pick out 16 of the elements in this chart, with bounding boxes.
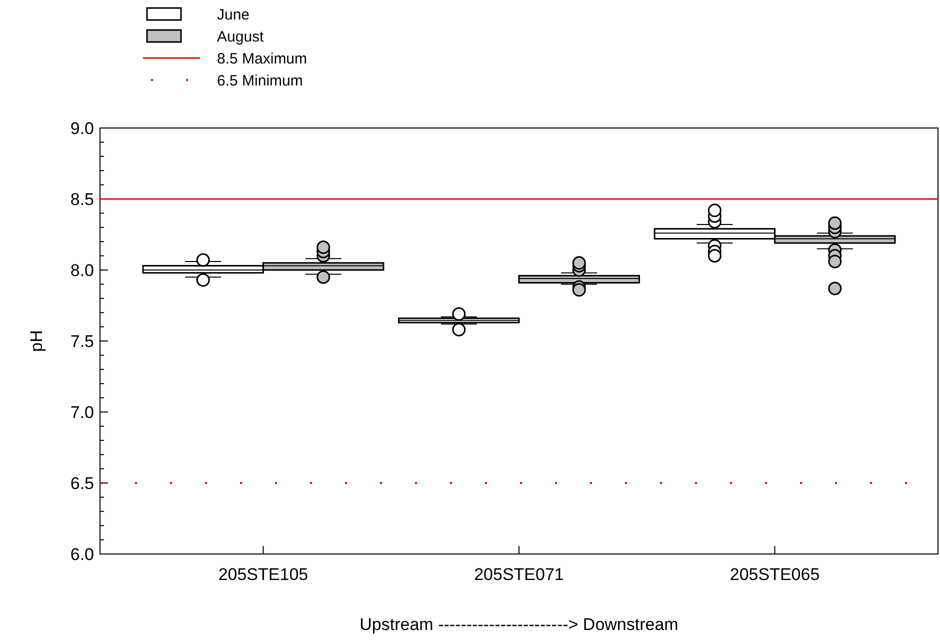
y-tick-label: 8.5 bbox=[70, 190, 94, 209]
x-axis-title: Upstream -----------------------> Downstream bbox=[360, 615, 678, 634]
legend-label: 8.5 Maximum bbox=[217, 50, 308, 68]
legend-label: 6.5 Minimum bbox=[217, 72, 303, 90]
y-axis-title: pH bbox=[27, 330, 46, 352]
y-tick-label: 7.0 bbox=[70, 402, 94, 422]
x-tick-label: 205STE071 bbox=[474, 565, 564, 584]
y-tick-label: 9.0 bbox=[70, 118, 94, 138]
legend-label: August bbox=[217, 28, 265, 46]
y-tick-label: 6.5 bbox=[70, 474, 94, 493]
legend-label: June bbox=[217, 6, 250, 24]
x-tick-label: 205STE065 bbox=[730, 565, 820, 584]
y-tick-label: 7.5 bbox=[70, 332, 94, 351]
y-tick-label: 8.0 bbox=[70, 260, 94, 280]
x-tick-label: 205STE105 bbox=[218, 565, 308, 584]
y-tick-label: 6.0 bbox=[70, 544, 94, 564]
